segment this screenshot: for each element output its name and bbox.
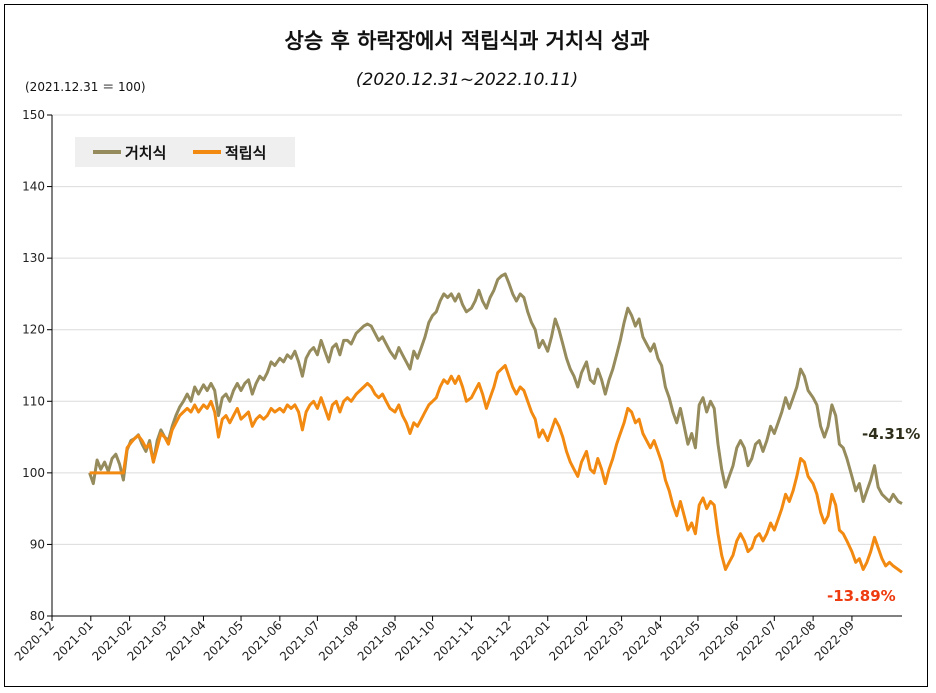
legend: 거치식 적립식 xyxy=(75,137,295,167)
x-tick-label-2021-04: 2021-04 xyxy=(163,618,208,663)
y-axis: 80 90 100 110 120 130 140 150 xyxy=(22,108,53,623)
x-tick-label-2022-08: 2022-08 xyxy=(773,618,818,663)
gridlines xyxy=(52,114,902,545)
chart-subtitle: (2020.12.31~2022.10.11) xyxy=(356,70,578,90)
x-tick-label-2021-09: 2021-09 xyxy=(355,618,400,663)
x-axis: 2020-122021-012021-022021-032021-042021-… xyxy=(12,615,902,664)
series-line-거치식 xyxy=(88,272,903,505)
annotation-거치식-return: -4.31% xyxy=(862,425,920,443)
y-tick-label-90: 90 xyxy=(30,537,45,551)
x-tick-label-2022-05: 2022-05 xyxy=(658,618,703,663)
y-tick-label-150: 150 xyxy=(22,108,45,122)
legend-label-거치식: 거치식 xyxy=(125,144,166,162)
x-tick-label-2022-06: 2022-06 xyxy=(697,618,742,663)
x-tick-label-2021-05: 2021-05 xyxy=(201,618,246,663)
chart-frame: 상승 후 하락장에서 적립식과 거치식 성과 (2020.12.31~2022.… xyxy=(4,4,928,687)
x-tick-label-2021-08: 2021-08 xyxy=(316,618,361,663)
x-tick-label-2021-01: 2021-01 xyxy=(51,618,96,663)
x-tick-label-2022-04: 2022-04 xyxy=(620,618,665,663)
y-tick-label-130: 130 xyxy=(22,251,45,265)
y-tick-label-140: 140 xyxy=(22,180,45,194)
base-note: (2021.12.31 ＝ 100) xyxy=(25,80,146,94)
y-tick-label-80: 80 xyxy=(30,609,45,623)
x-tick-label-2021-11: 2021-11 xyxy=(431,618,476,663)
y-tick-label-100: 100 xyxy=(22,466,45,480)
x-tick-label-2022-07: 2022-07 xyxy=(734,618,779,663)
series-line-적립식 xyxy=(89,364,903,574)
x-tick-label-2021-07: 2021-07 xyxy=(277,618,322,663)
chart-title: 상승 후 하락장에서 적립식과 거치식 성과 xyxy=(285,29,650,53)
chart: 상승 후 하락장에서 적립식과 거치식 성과 (2020.12.31~2022.… xyxy=(12,29,920,664)
x-tick-label-2021-06: 2021-06 xyxy=(240,618,285,663)
x-tick-label-2022-09: 2022-09 xyxy=(812,618,857,663)
annotation-적립식-return: -13.89% xyxy=(827,587,896,605)
legend-label-적립식: 적립식 xyxy=(225,144,266,162)
series-lines xyxy=(88,272,903,574)
x-tick-label-2021-10: 2021-10 xyxy=(392,618,437,663)
y-tick-label-120: 120 xyxy=(22,323,45,337)
x-tick-label-2020-12: 2020-12 xyxy=(12,618,57,663)
y-tick-label-110: 110 xyxy=(22,394,45,408)
x-tick-label-2022-01: 2022-01 xyxy=(507,618,552,663)
x-tick-label-2021-12: 2021-12 xyxy=(469,618,514,663)
